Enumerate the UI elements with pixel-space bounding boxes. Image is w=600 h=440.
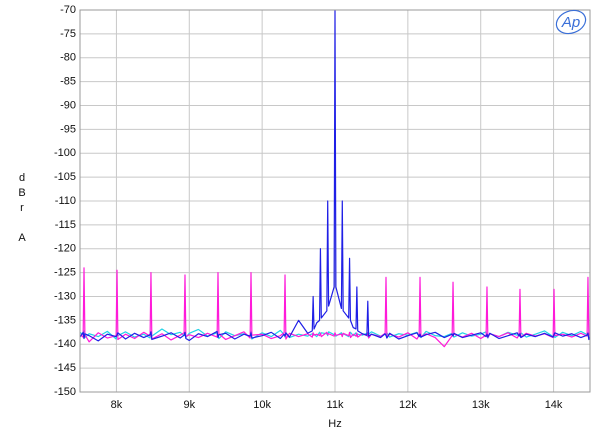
y-tick-label: -85 [60,76,76,88]
y-tick-label: -95 [60,123,76,135]
y-tick-label: -115 [55,219,76,231]
y-tick-label: -130 [54,290,76,302]
y-tick-label: -75 [60,28,76,40]
y-tick-label: -80 [60,52,76,64]
y-tick-label: -110 [55,195,76,207]
x-tick-label: 8k [111,399,123,411]
y-tick-label: -100 [54,147,76,159]
labels: -70 -75 -80 -85 -90 -95 -100 -105 -110 -115 -120 -1… [54,4,563,411]
y-tick-label: -90 [60,99,76,111]
x-axis-label: Hz [328,418,341,430]
y-tick-label: -70 [60,4,76,16]
x-tick-label: 13k [472,399,490,411]
y-axis-label: dBr A [16,172,28,247]
plot-frame [79,9,591,393]
y-tick-label: -120 [54,243,76,255]
x-tick-label: 11k [327,399,344,411]
trace-line [80,10,590,342]
logo-ring [555,9,587,35]
x-tick-label: 14k [545,399,563,411]
x-tick-label: 9k [183,399,195,411]
y-tick-label: -145 [54,362,76,374]
y-tick-label: -125 [54,267,76,279]
grid [80,9,590,393]
x-tick-label: 12k [399,399,417,411]
y-tick-label: -140 [54,338,76,350]
logo: Ap [561,14,580,31]
y-tick-label: -135 [54,314,76,326]
traces [80,10,590,348]
y-tick-label: -150 [54,386,76,398]
x-tick-label: 10k [253,399,271,411]
y-tick-label: -105 [54,171,76,183]
